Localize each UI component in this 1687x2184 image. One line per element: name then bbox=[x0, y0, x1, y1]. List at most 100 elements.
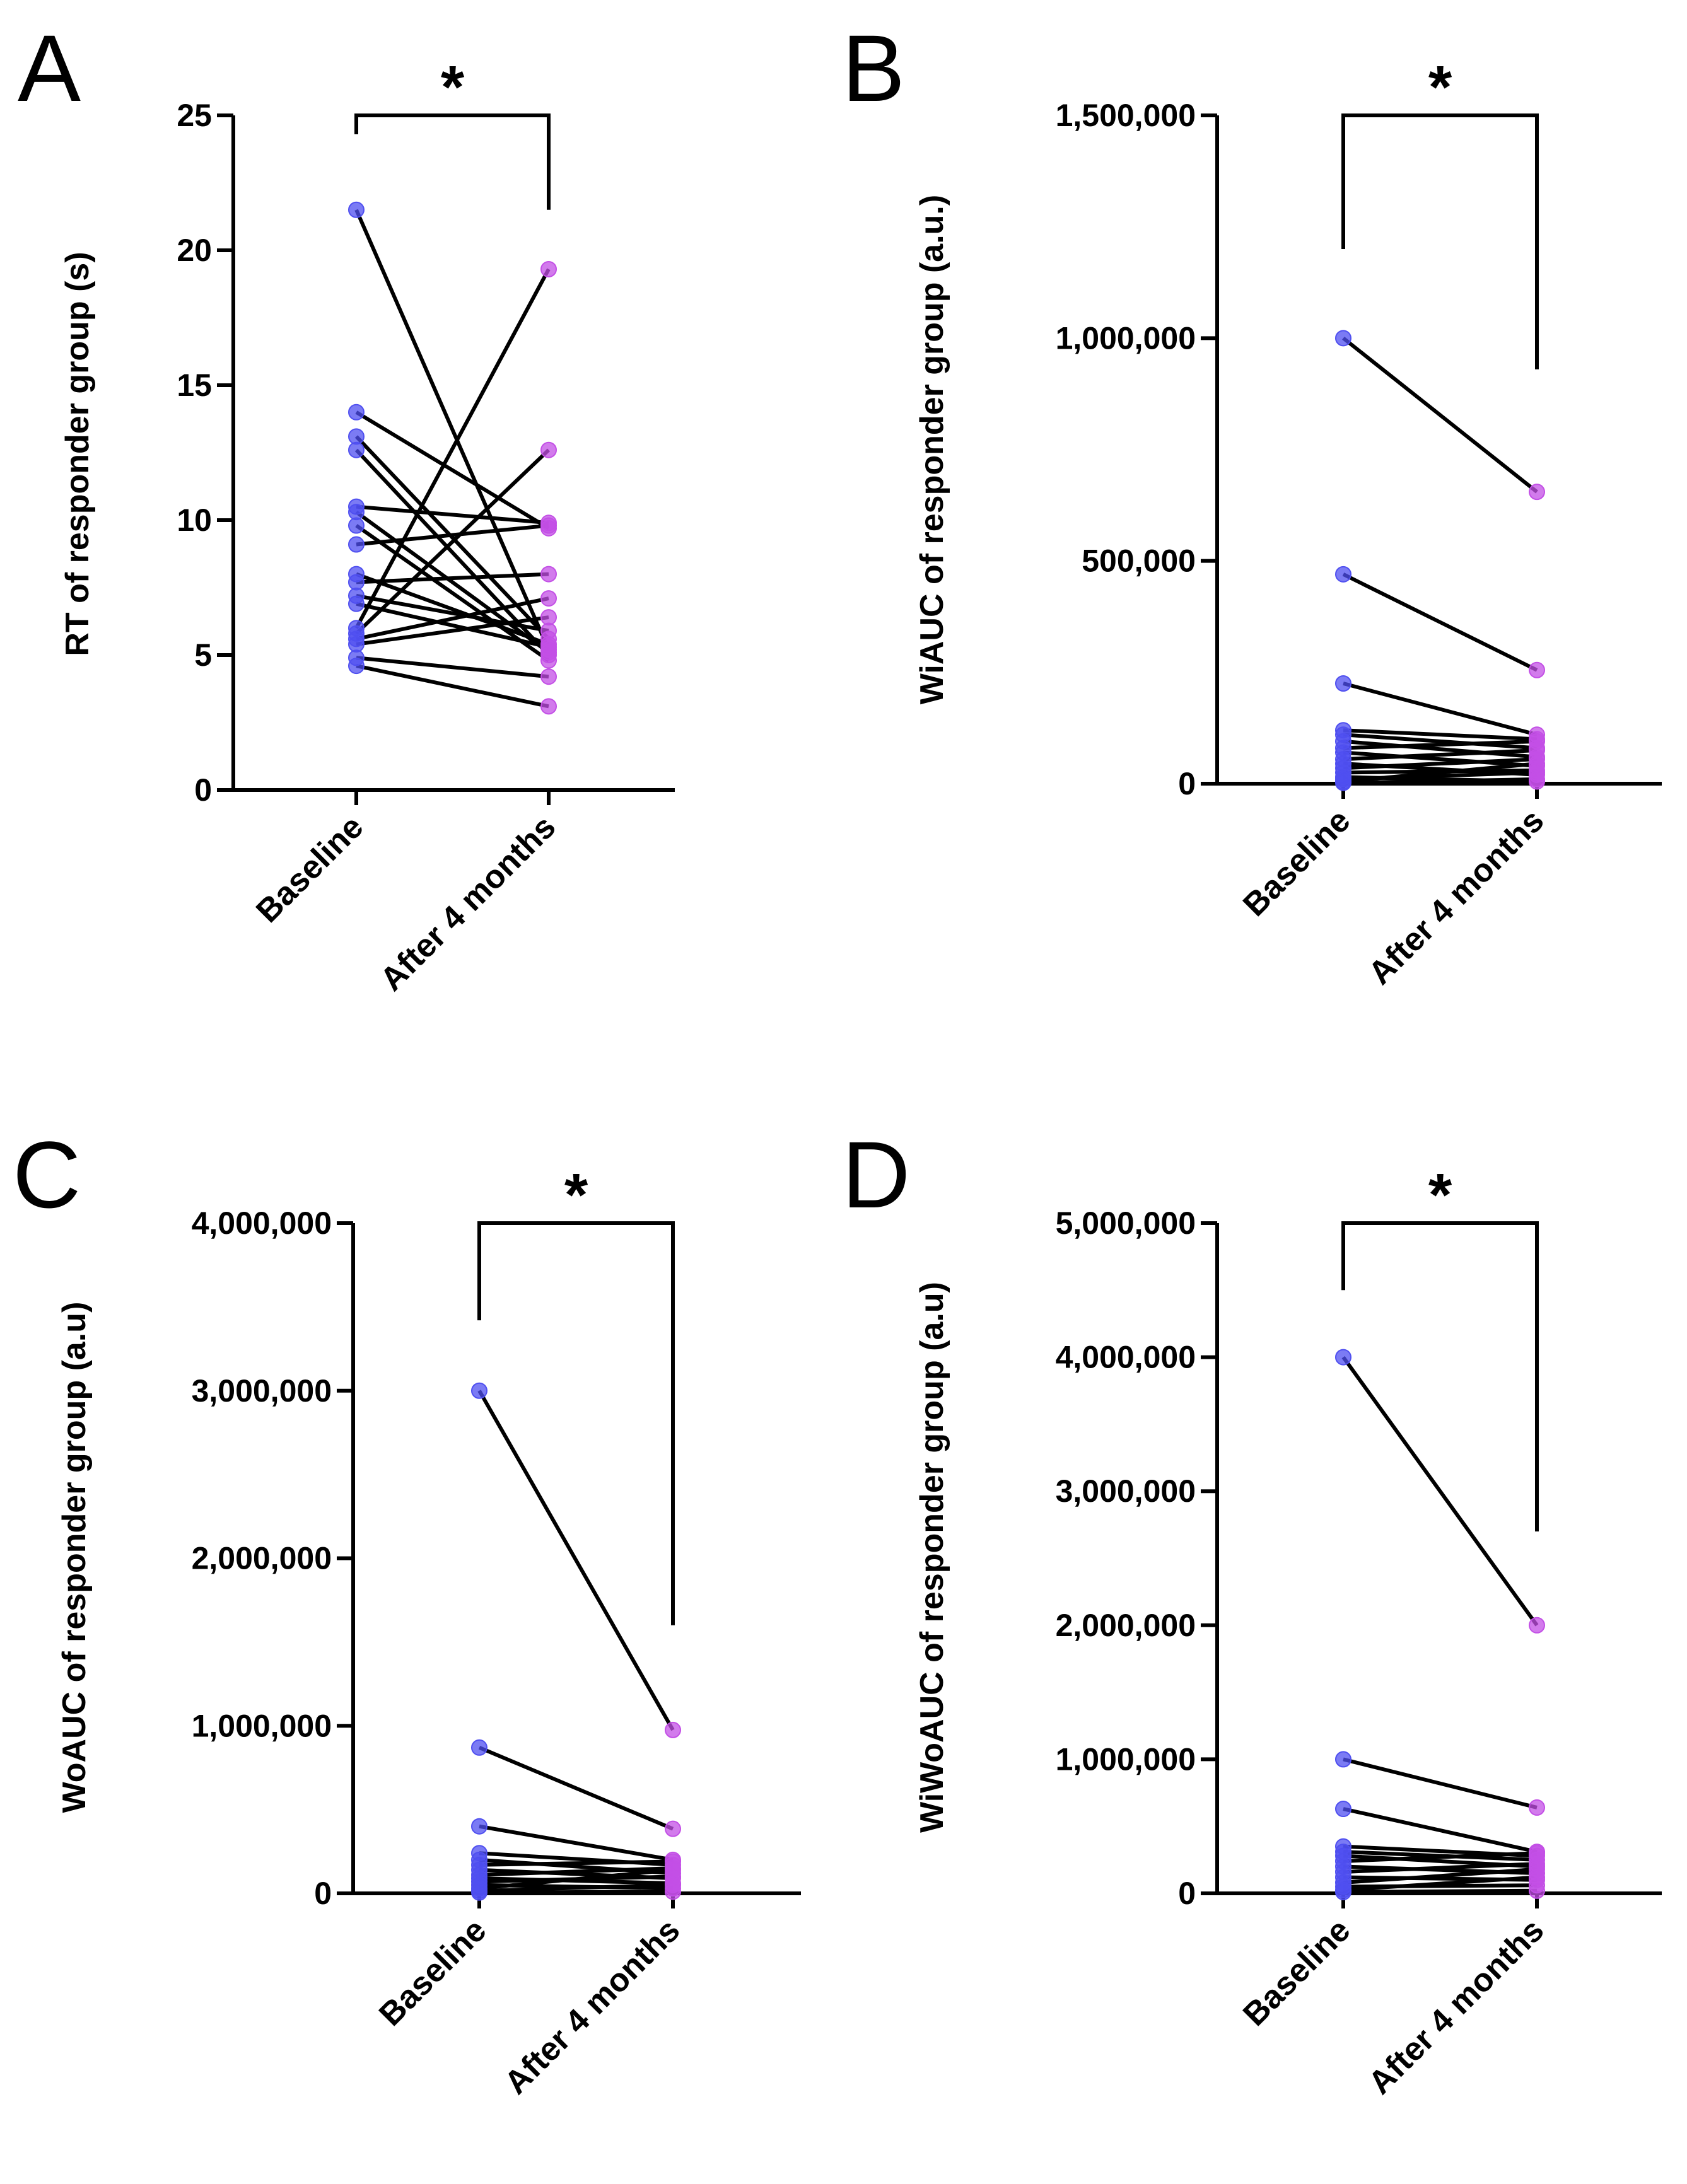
x-tick-label: After 4 months bbox=[373, 808, 563, 997]
baseline-point bbox=[348, 536, 365, 553]
panel-letter: B bbox=[842, 15, 905, 121]
y-tick-label: 3,000,000 bbox=[192, 1373, 332, 1409]
after-point bbox=[540, 566, 557, 583]
y-tick-label: 4,000,000 bbox=[192, 1205, 332, 1241]
y-tick-label: 3,000,000 bbox=[1056, 1473, 1196, 1509]
baseline-point bbox=[348, 517, 365, 534]
y-axis-title: WiWoAUC of responder group (a.u) bbox=[914, 1282, 950, 1833]
baseline-point bbox=[1335, 675, 1351, 692]
pair-line bbox=[354, 268, 551, 629]
x-tick-label: Baseline bbox=[249, 808, 370, 929]
y-tick-label: 25 bbox=[177, 98, 212, 133]
panel-letter: C bbox=[13, 1122, 81, 1228]
significance-marker: * bbox=[1428, 1161, 1452, 1229]
pair-line bbox=[356, 664, 549, 709]
x-tick-label: After 4 months bbox=[1362, 1912, 1551, 2101]
pair-line bbox=[479, 1859, 674, 1867]
pair-line bbox=[356, 656, 549, 679]
after-point bbox=[1529, 661, 1545, 678]
y-tick-label: 1,000,000 bbox=[1056, 1741, 1196, 1777]
pair-line bbox=[479, 1883, 674, 1893]
after-point bbox=[540, 260, 557, 277]
y-tick-label: 5,000,000 bbox=[1056, 1205, 1196, 1241]
panel-letter: D bbox=[842, 1122, 910, 1228]
y-tick-label: 20 bbox=[177, 233, 212, 268]
after-point bbox=[665, 1820, 681, 1837]
pair-line bbox=[356, 596, 549, 641]
pair-line bbox=[1343, 739, 1538, 750]
y-axis-title: RT of responder group (s) bbox=[59, 252, 96, 656]
significance-marker: * bbox=[1428, 54, 1452, 121]
significance-bracket bbox=[477, 1221, 675, 1625]
pair-line bbox=[355, 510, 550, 654]
after-point bbox=[540, 517, 557, 534]
panel-d: D 0 1,000,000 2,000,000 3,000,000 4,000,000 5,… bbox=[842, 1122, 1662, 2101]
baseline-point bbox=[1335, 1883, 1351, 1900]
significance-bracket bbox=[1341, 1221, 1539, 1531]
y-tick-label: 2,000,000 bbox=[192, 1541, 332, 1576]
after-point bbox=[1529, 755, 1545, 772]
baseline-point bbox=[1335, 774, 1351, 791]
pair-line bbox=[1343, 748, 1538, 762]
y-tick-label: 5 bbox=[194, 637, 212, 673]
pair-line bbox=[1343, 1851, 1538, 1863]
pair-line bbox=[356, 601, 549, 649]
after-point bbox=[1529, 484, 1545, 501]
after-point bbox=[665, 1721, 681, 1738]
after-point bbox=[540, 590, 557, 607]
pair-line bbox=[1341, 1356, 1539, 1627]
y-tick-label: 0 bbox=[1178, 766, 1196, 801]
pair-line bbox=[1343, 728, 1538, 741]
baseline-point bbox=[348, 658, 365, 675]
after-point bbox=[665, 1861, 681, 1878]
baseline-point bbox=[471, 1818, 487, 1835]
baseline-point bbox=[1335, 566, 1351, 583]
panel-b: B 0 500,000 1,000,000 1,500,000 Baseline After… bbox=[842, 15, 1662, 992]
baseline-point bbox=[1335, 1801, 1351, 1818]
x-tick-label: Baseline bbox=[1236, 802, 1357, 923]
after-point bbox=[1529, 1799, 1545, 1816]
pair-line bbox=[1343, 682, 1538, 737]
pair-line bbox=[479, 1867, 674, 1891]
baseline-point bbox=[471, 1382, 487, 1399]
y-tick-label: 0 bbox=[194, 772, 212, 808]
pair-line bbox=[1342, 572, 1538, 672]
baseline-point bbox=[348, 404, 365, 421]
after-point bbox=[540, 668, 557, 685]
after-point bbox=[540, 441, 557, 458]
pair-line bbox=[355, 410, 550, 530]
after-point bbox=[540, 698, 557, 715]
pair-line bbox=[1343, 757, 1538, 770]
pair-line bbox=[479, 1824, 674, 1862]
significance-bracket bbox=[354, 113, 551, 210]
pair-line bbox=[1343, 1867, 1538, 1885]
significance-marker: * bbox=[441, 54, 465, 121]
y-axis-title: WiAUC of responder group (a.u.) bbox=[914, 195, 950, 704]
x-tick-label: After 4 months bbox=[1362, 802, 1551, 991]
pair-line bbox=[1343, 739, 1538, 759]
pair-line bbox=[356, 572, 549, 584]
y-tick-label: 15 bbox=[177, 368, 212, 403]
panel-a: A 0 5 10 15 20 25 Baseline After 4 months RT of r… bbox=[18, 15, 675, 998]
y-tick-label: 0 bbox=[314, 1876, 332, 1911]
x-tick-label: Baseline bbox=[372, 1912, 493, 2033]
pair-line bbox=[1342, 336, 1538, 494]
pair-line bbox=[355, 572, 550, 646]
pair-line bbox=[1343, 762, 1538, 784]
after-point bbox=[1529, 1882, 1545, 1899]
y-tick-label: 1,500,000 bbox=[1056, 98, 1196, 133]
pair-line bbox=[356, 615, 549, 646]
baseline-point bbox=[471, 1884, 487, 1901]
after-point bbox=[665, 1883, 681, 1900]
y-axis-title: WoAUC of responder group (a.u) bbox=[56, 1302, 93, 1813]
panel-c: C 0 1,000,000 2,000,000 3,000,000 4,000,000 Ba… bbox=[13, 1122, 801, 2101]
after-point bbox=[1529, 1617, 1545, 1634]
x-tick-label: Baseline bbox=[1236, 1912, 1357, 2033]
pair-line bbox=[479, 1890, 674, 1895]
after-point bbox=[540, 639, 557, 656]
baseline-point bbox=[1335, 1751, 1351, 1768]
y-tick-label: 0 bbox=[1178, 1876, 1196, 1911]
pair-line bbox=[1343, 750, 1538, 768]
pair-line bbox=[1343, 733, 1538, 750]
